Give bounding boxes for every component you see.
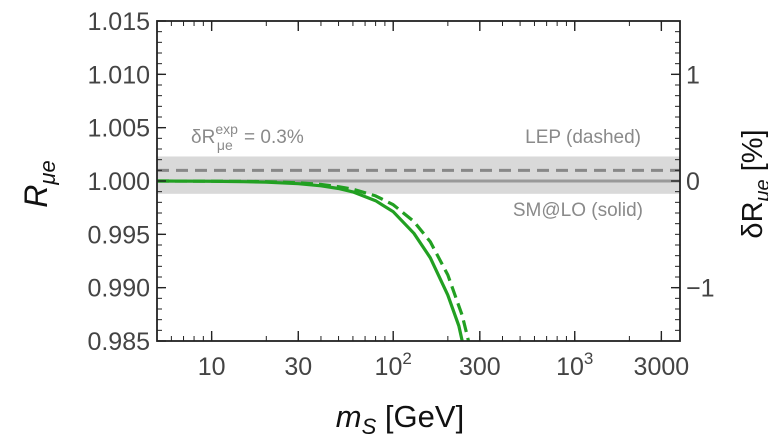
y-axis-title-main: R xyxy=(18,185,54,208)
x-tick-label-base: 10 xyxy=(556,353,584,381)
x-tick-label: 102 xyxy=(375,349,412,381)
y-tick-label: 0.985 xyxy=(87,328,150,356)
chart-marks xyxy=(157,168,680,341)
x-axis-title-sub: S xyxy=(362,414,377,434)
y2-tick-label: 0 xyxy=(686,168,700,196)
x-tick-label: 3000 xyxy=(634,353,690,381)
x-tick-label-exponent: 3 xyxy=(584,349,593,368)
y2-axis-title-sub: μe xyxy=(752,179,768,202)
y-axis-title: Rμe xyxy=(18,160,60,207)
y-tick-label: 1.005 xyxy=(87,115,150,143)
x-tick-label: 10 xyxy=(198,353,226,381)
x-tick-label: 300 xyxy=(459,353,501,381)
dashed-series-line xyxy=(157,179,471,341)
y-tick-label: 1.000 xyxy=(87,168,150,196)
solid-series-line xyxy=(157,179,464,341)
y-tick-label: 1.015 xyxy=(87,8,150,36)
y2-axis-title-unit: [%] xyxy=(737,129,768,179)
delta-r-exp-symbol: δR xyxy=(191,127,215,148)
y-axis-title-sub: μe xyxy=(35,160,60,185)
x-tick-label: 103 xyxy=(556,349,593,381)
y2-axis-title: δRμe [%] xyxy=(737,129,768,238)
y-tick-label: 0.990 xyxy=(87,275,150,303)
y-tick-label: 1.010 xyxy=(87,61,150,89)
x-tick-label-base: 10 xyxy=(375,353,403,381)
sm-label: SM@LO (solid) xyxy=(513,200,643,221)
x-tick-label-exponent: 2 xyxy=(402,349,411,368)
axis-ticks: 1.0151.0101.0051.0000.9950.9900.98510−11… xyxy=(87,8,714,381)
x-axis-title-unit: [GeV] xyxy=(376,399,464,434)
y2-axis-title-main: δR xyxy=(737,201,768,238)
x-axis-title-main: m xyxy=(336,399,362,434)
lep-label: LEP (dashed) xyxy=(525,127,641,148)
y2-tick-label: −1 xyxy=(686,275,715,303)
uncertainty-band xyxy=(157,156,680,194)
plot-area xyxy=(157,156,680,194)
x-axis-title: mS [GeV] xyxy=(336,399,464,434)
x-tick-label: 30 xyxy=(284,353,312,381)
delta-r-exp-subscript: μe xyxy=(217,137,233,153)
delta-r-exp-annotation: δRexp μe = 0.3% xyxy=(191,121,304,153)
delta-r-exp-value: = 0.3% xyxy=(239,127,304,148)
delta-r-exp-superscript: exp xyxy=(215,121,238,137)
y2-tick-label: 1 xyxy=(686,61,700,89)
y-tick-label: 0.995 xyxy=(87,221,150,249)
